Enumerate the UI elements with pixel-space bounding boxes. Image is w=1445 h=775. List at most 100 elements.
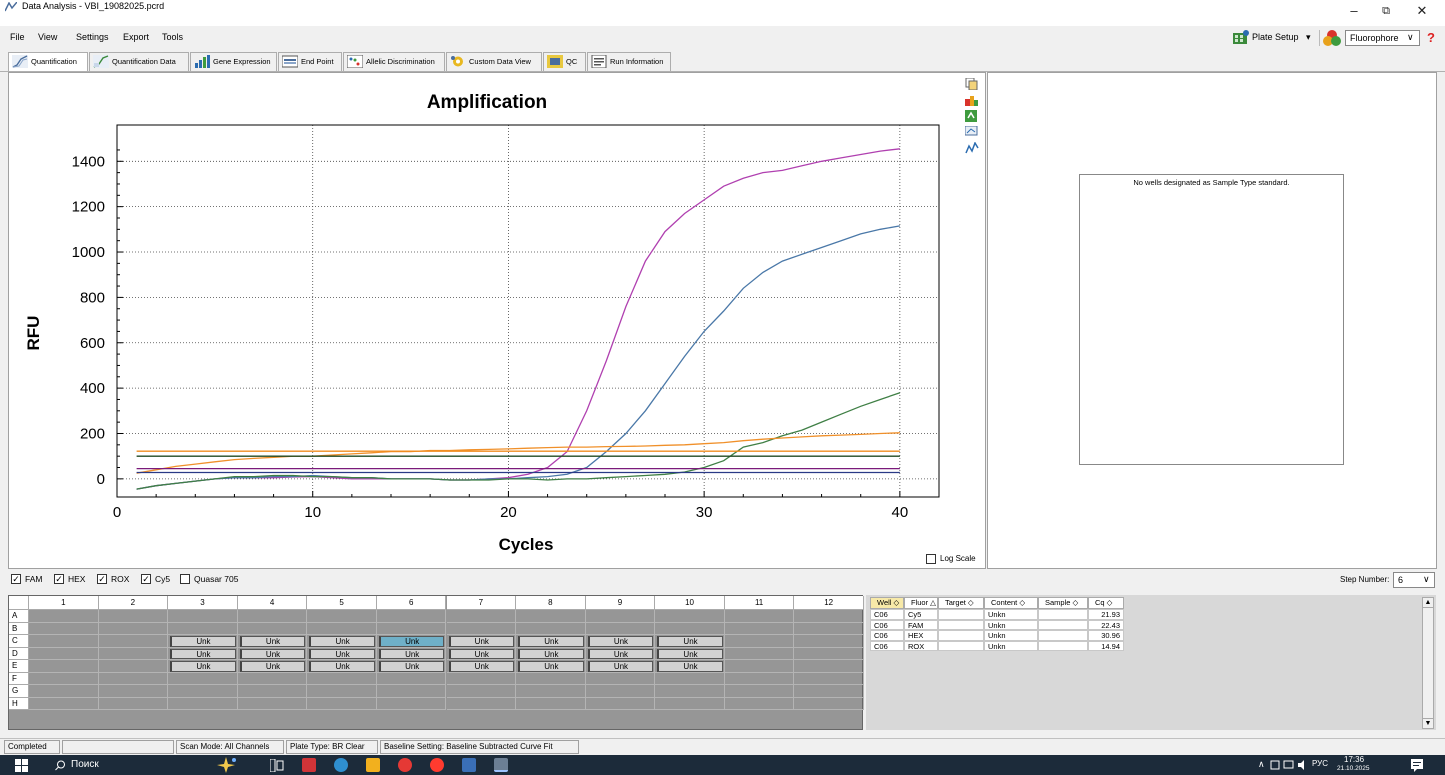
- plate-well[interactable]: [29, 647, 99, 660]
- plate-well[interactable]: [237, 635, 308, 648]
- plate-well[interactable]: [376, 685, 447, 698]
- minimize-button[interactable]: –: [1350, 3, 1358, 18]
- well-cell[interactable]: C06: [870, 630, 904, 641]
- fluor-cell[interactable]: Cy5: [904, 609, 938, 620]
- tab-run-information[interactable]: Run Information: [587, 52, 671, 71]
- sample-cell[interactable]: [1038, 619, 1088, 630]
- export-icon[interactable]: [965, 94, 979, 106]
- plate-well[interactable]: [376, 697, 447, 710]
- sample-cell[interactable]: [1038, 640, 1088, 651]
- plate-well[interactable]: [724, 685, 795, 698]
- plate-well[interactable]: [585, 672, 656, 685]
- target-header[interactable]: Target ◇: [938, 597, 984, 609]
- target-cell[interactable]: [938, 630, 984, 641]
- plate-well[interactable]: [29, 660, 99, 673]
- plate-well[interactable]: [29, 635, 99, 648]
- cq-cell[interactable]: 30.96: [1088, 630, 1124, 641]
- plate-well[interactable]: [376, 660, 447, 673]
- plate-well[interactable]: [446, 635, 517, 648]
- fluor-cell[interactable]: HEX: [904, 630, 938, 641]
- well-cell[interactable]: C06: [870, 640, 904, 651]
- tab-custom-data-view[interactable]: Custom Data View: [446, 52, 542, 71]
- plate-well[interactable]: [376, 672, 447, 685]
- plate-setup-button[interactable]: Plate Setup ▾: [1232, 29, 1314, 47]
- plate-well[interactable]: [98, 647, 169, 660]
- plate-well[interactable]: [724, 672, 795, 685]
- well-content-unk[interactable]: Unk: [448, 648, 515, 659]
- plate-well[interactable]: [794, 622, 864, 635]
- content-cell[interactable]: Unkn: [984, 619, 1038, 630]
- taskbar-search-input[interactable]: Поиск: [71, 759, 99, 770]
- file-explorer-icon[interactable]: [366, 758, 380, 772]
- well-content-unk[interactable]: Unk: [657, 636, 723, 647]
- plate-well[interactable]: [655, 635, 725, 648]
- well-content-unk[interactable]: Unk: [170, 648, 236, 659]
- target-cell[interactable]: [938, 609, 984, 620]
- plate-well[interactable]: [794, 672, 864, 685]
- plate-well[interactable]: [446, 610, 517, 623]
- plate-well[interactable]: [655, 610, 725, 623]
- plate-well[interactable]: [516, 622, 586, 635]
- plate-well[interactable]: [168, 610, 238, 623]
- plate-well[interactable]: [29, 672, 99, 685]
- plate-well[interactable]: [724, 635, 795, 648]
- plate-well[interactable]: [724, 622, 795, 635]
- plate-column-header[interactable]: 9: [585, 596, 656, 610]
- plate-well[interactable]: [168, 647, 238, 660]
- plate-row-header[interactable]: B: [9, 622, 29, 635]
- well-content-unk[interactable]: Unk: [657, 661, 723, 672]
- tab-allelic-discrimination[interactable]: Allelic Discrimination: [343, 52, 445, 71]
- plate-well[interactable]: [585, 660, 656, 673]
- clock-time[interactable]: 17:36: [1344, 755, 1365, 764]
- plate-well[interactable]: [237, 647, 308, 660]
- plate-well[interactable]: [516, 697, 586, 710]
- plate-well[interactable]: [724, 610, 795, 623]
- plate-well[interactable]: [516, 647, 586, 660]
- plate-well[interactable]: [585, 647, 656, 660]
- plate-row-header[interactable]: H: [9, 697, 29, 710]
- plate-column-header[interactable]: 12: [794, 596, 864, 610]
- fluorophore-color-icon[interactable]: [1322, 29, 1342, 47]
- plate-grid[interactable]: 1 2 3 4 5 6 7 8 9 10 11 12 A B C Unk Unk Unk Unk Unk Unk Unk U…: [8, 595, 864, 730]
- plate-well[interactable]: [98, 660, 169, 673]
- menu-file[interactable]: File: [10, 32, 25, 42]
- plate-well[interactable]: [655, 685, 725, 698]
- fluor-header[interactable]: Fluor △: [904, 597, 938, 609]
- tab-end-point[interactable]: End Point: [278, 52, 342, 71]
- target-cell[interactable]: [938, 619, 984, 630]
- plate-well[interactable]: [794, 647, 864, 660]
- plate-column-header[interactable]: 4: [237, 596, 308, 610]
- plate-row-header[interactable]: A: [9, 610, 29, 623]
- well-content-unk[interactable]: Unk: [170, 661, 236, 672]
- tab-quantification-data[interactable]: Quantification Data: [89, 52, 189, 71]
- plate-well[interactable]: [237, 610, 308, 623]
- plate-column-header[interactable]: 11: [724, 596, 795, 610]
- plate-column-header[interactable]: 1: [29, 596, 99, 610]
- well-table-scrollbar[interactable]: ▲ ▼: [1422, 597, 1434, 729]
- plate-well[interactable]: [29, 610, 99, 623]
- well-content-unk[interactable]: Unk: [239, 661, 306, 672]
- plate-well[interactable]: [29, 697, 99, 710]
- plate-well[interactable]: [516, 672, 586, 685]
- cfx-maestro-icon[interactable]: [494, 758, 508, 772]
- log-scale-checkbox[interactable]: [926, 554, 936, 564]
- plate-row-header[interactable]: G: [9, 685, 29, 698]
- plate-well[interactable]: [446, 647, 517, 660]
- well-content-unk[interactable]: Unk: [170, 636, 236, 647]
- plate-well[interactable]: [237, 622, 308, 635]
- tab-qc[interactable]: QC: [543, 52, 586, 71]
- fluor-cell[interactable]: ROX: [904, 640, 938, 651]
- plate-well[interactable]: [585, 635, 656, 648]
- plate-well[interactable]: [307, 672, 377, 685]
- plate-row-header[interactable]: D: [9, 647, 29, 660]
- plate-well[interactable]: [98, 635, 169, 648]
- plate-well[interactable]: [237, 685, 308, 698]
- plate-well[interactable]: [98, 610, 169, 623]
- tab-quantification[interactable]: Quantification: [8, 52, 88, 71]
- plate-column-header[interactable]: 7: [446, 596, 517, 610]
- plate-column-header[interactable]: 10: [655, 596, 725, 610]
- content-cell[interactable]: Unkn: [984, 609, 1038, 620]
- cq-header[interactable]: Cq ◇: [1088, 597, 1124, 609]
- plate-well[interactable]: [307, 635, 377, 648]
- plate-well[interactable]: [446, 672, 517, 685]
